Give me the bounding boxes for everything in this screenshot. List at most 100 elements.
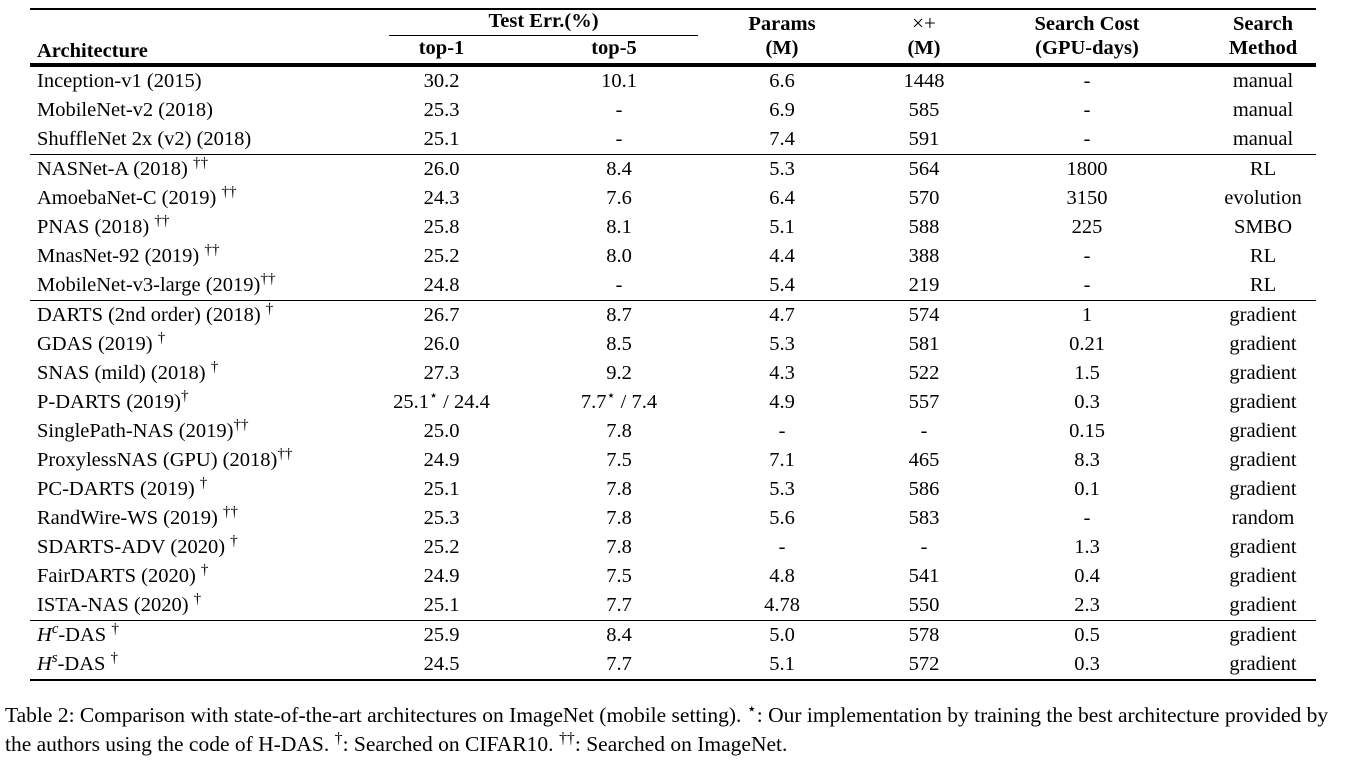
table-row: MnasNet-92 (2019) †† 25.2 8.0 4.4 388 - RL (30, 242, 1316, 271)
cell-mult-add: 585 (908, 99, 940, 121)
cell-top1: 25.8 (423, 216, 460, 238)
table-row: PC-DARTS (2019) † 25.1 7.8 5.3 586 0.1 gradien… (30, 475, 1316, 504)
cell-top1: 25.3 (423, 99, 460, 121)
col-header-search-cost-1: Search Cost (1034, 13, 1140, 35)
caption-text: : Searched on CIFAR10. (342, 732, 559, 756)
table-row: SNAS (mild) (2018) † 27.3 9.2 4.3 522 1.5 grad… (30, 359, 1316, 388)
cell-params: 5.3 (769, 478, 795, 500)
cell-search-method: gradient (1229, 594, 1297, 616)
cell-search-cost: 0.3 (1074, 391, 1100, 413)
table-row: RandWire-WS (2019) †† 25.3 7.8 5.6 583 - rando… (30, 504, 1316, 533)
col-header-search-method-1: Search (1233, 13, 1293, 35)
cell-search-method: manual (1232, 70, 1294, 92)
col-header-search-method-2: Method (1228, 37, 1298, 59)
cell-search-cost: - (1083, 128, 1091, 150)
table-row: ISTA-NAS (2020) † 25.1 7.7 4.78 550 2.3 gradie… (30, 591, 1316, 621)
cell-search-cost: 1.3 (1074, 536, 1100, 558)
cell-top1: 24.3 (423, 187, 460, 209)
cell-top5: 7.7 (606, 594, 632, 616)
cell-search-cost: 3150 (1066, 187, 1108, 209)
cell-top1: 24.9 (423, 565, 460, 587)
cell-architecture: AmoebaNet-C (2019) †† (37, 183, 237, 209)
table-caption: Table 2: Comparison with state-of-the-ar… (5, 701, 1340, 759)
cell-mult-add: 465 (908, 449, 940, 471)
cell-mult-add: 550 (908, 594, 940, 616)
table-row: AmoebaNet-C (2019) †† 24.3 7.6 6.4 570 3150 ev… (30, 184, 1316, 213)
caption-marker: † (334, 729, 343, 747)
table-row: MobileNet-v3-large (2019)†† 24.8 - 5.4 219 - R… (30, 271, 1316, 301)
cell-architecture: RandWire-WS (2019) †† (37, 503, 239, 529)
cell-top5: 7.8 (606, 507, 632, 529)
cell-top1: 25.3 (423, 507, 460, 529)
cell-search-method: random (1231, 507, 1295, 529)
table-body: Inception-v1 (2015) 30.2 10.1 6.6 1448- manua… (30, 65, 1316, 680)
table-row: SinglePath-NAS (2019)†† 25.0 7.8 - - 0.15 grad… (30, 417, 1316, 446)
caption-marker: †† (558, 729, 575, 747)
cell-top1: 26.0 (355, 154, 528, 184)
cell-search-method: gradient (1229, 565, 1297, 587)
cell-params: 7.4 (769, 128, 795, 150)
cell-architecture: ShuffleNet 2x (v2) (2018) (37, 128, 252, 150)
table-row: ShuffleNet 2x (v2) (2018) 25.1 - 7.4 591 - man… (30, 125, 1316, 155)
cell-params: 7.1 (769, 449, 795, 471)
caption-text: Table 2: Comparison with state-of-the-ar… (5, 703, 747, 727)
cell-search-method: RL (1249, 274, 1277, 296)
cell-search-method: gradient (1229, 449, 1297, 471)
header-row-1: Architecture Test Err.(%) Params ×+ Sear… (30, 9, 1316, 62)
table-row: Hs-DAS † 24.5 7.7 5.1 572 0.3 gradient (30, 650, 1316, 680)
table-row: Inception-v1 (2015) 30.2 10.1 6.6 1448 - manua… (30, 65, 1316, 96)
table-row: PNAS (2018) †† 25.8 8.1 5.1 588 225 SMBO (30, 213, 1316, 242)
cell-top1: 27.3 (423, 362, 460, 384)
cell-architecture: Hc-DAS † (30, 620, 355, 650)
table-row: MobileNet-v2 (2018) 25.3 - 6.9 585 - manual (30, 96, 1316, 125)
cell-search-cost: 225 (1071, 216, 1103, 238)
header-row-2: top-1 top-5 (M) (M) (GPU-days) Method (30, 36, 1316, 65)
cell-search-cost: 0.15 (1069, 420, 1105, 442)
cell-architecture: P-DARTS (2019)† (37, 387, 189, 413)
cell-top5: 8.7 (528, 300, 700, 330)
col-header-multadd-2: (M) (907, 37, 941, 59)
cell-search-method: SMBO (1233, 216, 1293, 238)
cell-mult-add: 522 (908, 362, 940, 384)
table-row: FairDARTS (2020) † 24.9 7.5 4.8 541 0.4 gradie… (30, 562, 1316, 591)
table-row: P-DARTS (2019)† 25.1⋆ / 24.4 7.7⋆ / 7.4 4.9… (30, 388, 1316, 417)
cell-top5: 8.4 (528, 154, 700, 184)
cell-params: 5.1 (769, 653, 795, 675)
cell-search-method: RL (1249, 245, 1277, 267)
cell-params: 5.3 (700, 154, 864, 184)
cell-search-cost: - (1083, 99, 1091, 121)
cell-architecture: Hs-DAS † (37, 649, 119, 675)
cell-top5: 7.8 (606, 536, 632, 558)
cell-search-cost: 1.5 (1074, 362, 1100, 384)
col-header-top5: top-5 (591, 37, 637, 59)
table-row: SDARTS-ADV (2020) † 25.2 7.8 - - 1.3 gradient (30, 533, 1316, 562)
cell-search-method: gradient (1229, 420, 1297, 442)
cell-top1: 26.0 (423, 333, 460, 355)
table-row: DARTS (2nd order) (2018) † 26.7 8.7 4.7 574 1… (30, 300, 1316, 330)
cell-top1: 25.0 (423, 420, 460, 442)
col-header-params-2: (M) (765, 37, 799, 59)
cell-top5: 7.7 (606, 653, 632, 675)
cell-top5: - (615, 99, 623, 121)
col-header-architecture: Architecture (37, 40, 148, 62)
cell-mult-add: 572 (908, 653, 940, 675)
cell-search-method: gradient (1190, 620, 1316, 650)
cell-search-cost: 1 (984, 300, 1190, 330)
cell-search-method: gradient (1229, 362, 1297, 384)
cell-architecture: GDAS (2019) † (37, 329, 166, 355)
cell-params: - (778, 536, 786, 558)
cell-architecture: MobileNet-v2 (2018) (37, 99, 213, 121)
cell-architecture: SDARTS-ADV (2020) † (37, 532, 238, 558)
cell-top5: 8.4 (528, 620, 700, 650)
cell-search-method: gradient (1229, 333, 1297, 355)
cell-top5: 7.5 (606, 449, 632, 471)
cell-mult-add: 578 (864, 620, 984, 650)
col-header-test-err: Test Err.(%) (355, 9, 700, 36)
cell-params: 5.4 (769, 274, 795, 296)
cell-top1: 25.2 (423, 536, 460, 558)
cell-top1: 30.2 (423, 70, 460, 92)
cell-top5: 7.8 (606, 420, 632, 442)
cell-top5: - (615, 274, 623, 296)
cell-architecture: FairDARTS (2020) † (37, 561, 209, 587)
